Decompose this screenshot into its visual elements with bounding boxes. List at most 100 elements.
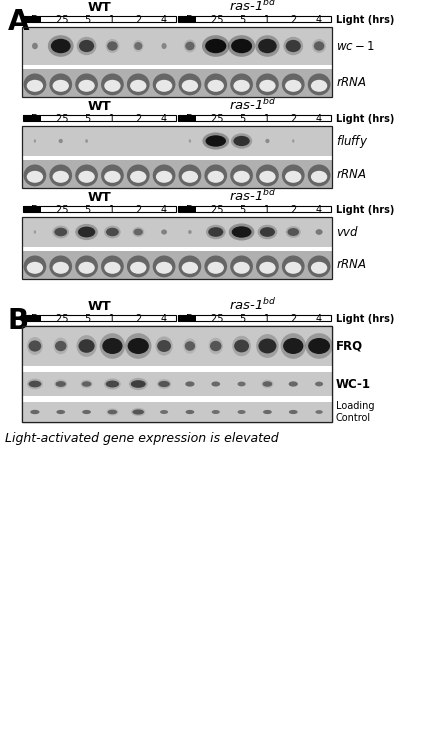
Text: Light-activated gene expression is elevated: Light-activated gene expression is eleva…	[5, 432, 279, 445]
Text: 1: 1	[264, 314, 270, 324]
Ellipse shape	[133, 40, 143, 52]
Bar	[178, 115, 197, 121]
Ellipse shape	[256, 73, 279, 95]
Text: D: D	[31, 114, 39, 124]
Text: 4: 4	[316, 205, 322, 215]
Ellipse shape	[238, 382, 246, 386]
Text: $\it{rRNA}$: $\it{rRNA}$	[336, 168, 367, 181]
Ellipse shape	[260, 227, 275, 236]
Ellipse shape	[232, 226, 251, 238]
Ellipse shape	[24, 255, 46, 278]
Bar	[178, 315, 331, 321]
Ellipse shape	[104, 378, 121, 389]
Ellipse shape	[212, 410, 220, 414]
Ellipse shape	[228, 35, 255, 57]
Ellipse shape	[130, 262, 146, 274]
Ellipse shape	[308, 338, 330, 354]
Ellipse shape	[206, 135, 226, 147]
Ellipse shape	[256, 255, 279, 278]
Text: 2: 2	[290, 114, 296, 124]
Ellipse shape	[129, 378, 148, 390]
Text: Light (hrs): Light (hrs)	[336, 15, 394, 25]
Ellipse shape	[259, 171, 276, 183]
Ellipse shape	[259, 262, 276, 274]
Text: .25: .25	[53, 114, 69, 124]
Ellipse shape	[289, 410, 298, 414]
Ellipse shape	[261, 380, 273, 389]
Ellipse shape	[283, 37, 303, 55]
Text: D: D	[31, 15, 39, 25]
Ellipse shape	[49, 255, 72, 278]
Ellipse shape	[54, 380, 67, 389]
Ellipse shape	[78, 171, 95, 183]
Bar	[23, 115, 176, 121]
Ellipse shape	[230, 255, 253, 278]
Text: WT: WT	[88, 191, 111, 204]
Text: 1: 1	[264, 114, 270, 124]
Ellipse shape	[158, 381, 170, 387]
Ellipse shape	[75, 224, 98, 240]
Ellipse shape	[258, 39, 277, 53]
Ellipse shape	[32, 43, 38, 49]
Ellipse shape	[127, 73, 149, 95]
Bar	[22, 126, 332, 156]
Ellipse shape	[101, 73, 124, 95]
Bar	[22, 366, 332, 372]
Ellipse shape	[56, 381, 66, 387]
Ellipse shape	[49, 73, 72, 95]
Text: 2: 2	[135, 114, 141, 124]
Ellipse shape	[207, 80, 224, 92]
Ellipse shape	[156, 336, 173, 356]
Ellipse shape	[162, 43, 167, 49]
Text: $\it{vvd}$: $\it{vvd}$	[336, 225, 359, 239]
Text: $\it{fluffy}$: $\it{fluffy}$	[336, 133, 368, 149]
Bar	[22, 69, 332, 97]
Ellipse shape	[202, 35, 229, 57]
Bar	[23, 16, 176, 22]
Text: 4: 4	[161, 114, 167, 124]
Ellipse shape	[75, 73, 98, 95]
Ellipse shape	[311, 262, 327, 274]
Text: Light (hrs): Light (hrs)	[336, 314, 394, 324]
Ellipse shape	[54, 228, 67, 236]
Text: 2: 2	[290, 314, 296, 324]
Ellipse shape	[280, 333, 306, 359]
Text: 1: 1	[264, 205, 270, 215]
Bar	[22, 27, 332, 97]
Ellipse shape	[106, 380, 119, 387]
Text: 1: 1	[109, 114, 115, 124]
Ellipse shape	[256, 334, 279, 358]
Ellipse shape	[27, 171, 43, 183]
Text: 4: 4	[316, 314, 322, 324]
Text: $\it{wc-1}$: $\it{wc-1}$	[336, 40, 375, 52]
Ellipse shape	[133, 410, 144, 415]
Text: 4: 4	[316, 15, 322, 25]
Ellipse shape	[314, 41, 324, 51]
Ellipse shape	[206, 225, 226, 239]
Text: 1: 1	[109, 314, 115, 324]
Ellipse shape	[184, 339, 197, 354]
Text: .5: .5	[237, 15, 246, 25]
Ellipse shape	[312, 39, 326, 53]
Text: D: D	[186, 114, 194, 124]
Ellipse shape	[104, 262, 121, 274]
Ellipse shape	[316, 229, 323, 235]
Text: FRQ: FRQ	[336, 339, 363, 353]
Text: 4: 4	[161, 314, 167, 324]
Bar	[178, 206, 197, 212]
Ellipse shape	[101, 164, 124, 186]
Bar	[197, 315, 331, 321]
Ellipse shape	[184, 40, 196, 52]
Ellipse shape	[56, 410, 65, 414]
Ellipse shape	[49, 164, 72, 186]
Ellipse shape	[204, 73, 227, 95]
Ellipse shape	[125, 333, 152, 359]
Text: .5: .5	[82, 114, 91, 124]
Ellipse shape	[207, 171, 224, 183]
Ellipse shape	[53, 171, 69, 183]
Ellipse shape	[283, 338, 303, 354]
Ellipse shape	[27, 80, 43, 92]
Ellipse shape	[80, 380, 92, 389]
Bar	[22, 27, 332, 65]
Text: WC-1: WC-1	[336, 377, 371, 390]
